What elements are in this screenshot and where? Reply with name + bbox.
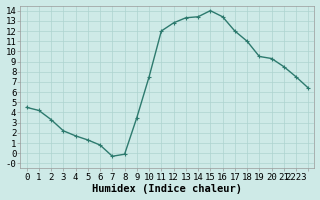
X-axis label: Humidex (Indice chaleur): Humidex (Indice chaleur) (92, 184, 243, 194)
